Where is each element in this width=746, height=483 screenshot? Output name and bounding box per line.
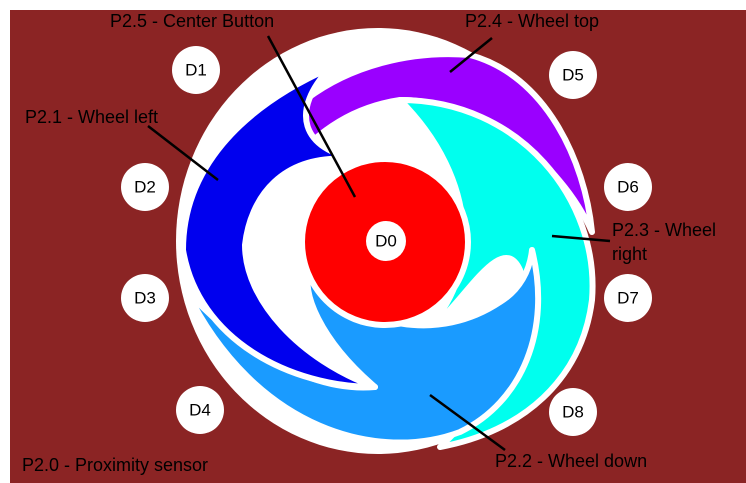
pad: [604, 274, 652, 322]
wheel-top-segment: [240, 51, 595, 243]
label: P2.3 - Wheel: [612, 220, 716, 240]
pad: [604, 163, 652, 211]
label: P2.5 - Center Button: [110, 11, 274, 31]
pad: [176, 386, 224, 434]
pad-label: D3: [134, 288, 156, 307]
pad-label: D6: [617, 177, 639, 196]
leader-line: [429, 393, 506, 452]
leader-line: [266, 35, 357, 198]
pad: [172, 46, 220, 94]
label: right: [612, 244, 647, 264]
pad-label: D0: [375, 231, 397, 250]
pad-label: D8: [562, 402, 584, 421]
leader-line: [147, 125, 219, 181]
wheel-left-segment: [180, 65, 378, 390]
label: P2.2 - Wheel down: [495, 451, 647, 471]
leader-line: [551, 234, 611, 243]
pad-label: D1: [185, 60, 207, 79]
leader-line: [449, 37, 493, 73]
pad: [549, 388, 597, 436]
label: P2.4 - Wheel top: [465, 11, 599, 31]
pad-label: D7: [617, 288, 639, 307]
label: P2.1 - Wheel left: [25, 107, 158, 127]
pad: [121, 274, 169, 322]
pad-label: D4: [189, 400, 211, 419]
pad: [549, 51, 597, 99]
pad: [121, 163, 169, 211]
pad: [366, 221, 406, 261]
pad-label: D5: [562, 65, 584, 84]
label: P2.0 - Proximity sensor: [22, 455, 208, 475]
pad-label: D2: [134, 177, 156, 196]
